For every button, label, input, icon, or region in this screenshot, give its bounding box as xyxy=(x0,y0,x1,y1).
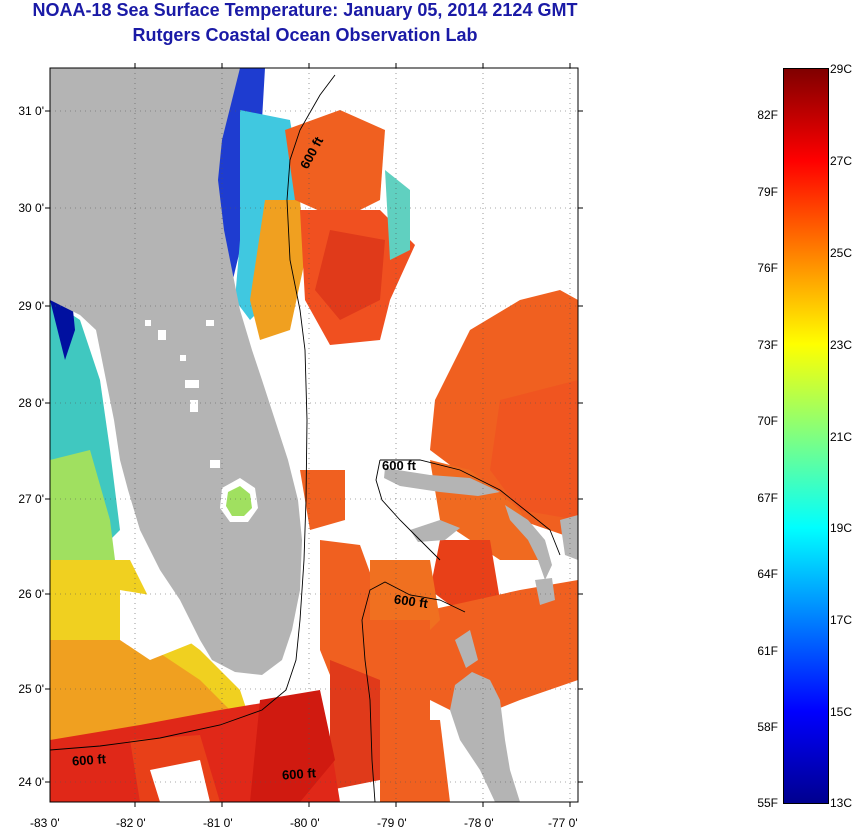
colorbar-fahrenheit-label: 55F xyxy=(757,796,778,810)
map-frame xyxy=(49,67,579,803)
lat-tick-label: 28 0' xyxy=(18,396,44,410)
colorbar-celsius-label: 15C xyxy=(830,705,853,719)
land xyxy=(50,68,578,802)
lat-tick-label: 30 0' xyxy=(18,201,44,215)
map-subtitle: Rutgers Coastal Ocean Observation Lab xyxy=(132,25,478,45)
sst-field xyxy=(50,68,578,802)
lon-tick-label: -79 0' xyxy=(377,816,407,830)
graticule xyxy=(50,68,578,802)
colorbar-fahrenheit-label: 73F xyxy=(757,338,778,352)
map-content: 600 ft 600 ft 600 ft 600 ft 600 ft xyxy=(50,68,578,802)
colorbar-celsius-label: 13C xyxy=(830,796,853,810)
colorbar-celsius-label: 19C xyxy=(830,521,853,535)
colorbar-celsius-label: 29C xyxy=(830,62,853,76)
lon-tick-label: -82 0' xyxy=(116,816,146,830)
colorbar-fahrenheit-label: 82F xyxy=(757,108,778,122)
colorbar-celsius-label: 25C xyxy=(830,246,853,260)
contour-label: 600 ft xyxy=(281,765,317,782)
colorbar-fahrenheit-label: 79F xyxy=(757,185,778,199)
colorbar-fahrenheit-label: 70F xyxy=(757,414,778,428)
contour-label: 600 ft xyxy=(393,591,429,611)
lon-tick-label: -83 0' xyxy=(30,816,60,830)
lat-tick-label: 26 0' xyxy=(18,587,44,601)
colorbar-celsius-label: 21C xyxy=(830,430,853,444)
lat-tick-label: 24 0' xyxy=(18,775,44,789)
sst-map: 600 ft 600 ft 600 ft 600 ft 600 ft xyxy=(45,63,583,807)
lon-tick-label: -81 0' xyxy=(203,816,233,830)
colorbar-fahrenheit-label: 61F xyxy=(757,644,778,658)
lon-tick-label: -80 0' xyxy=(290,816,320,830)
contour-label: 600 ft xyxy=(71,751,107,768)
colorbar-celsius-label: 27C xyxy=(830,154,853,168)
colorbar-fahrenheit-label: 58F xyxy=(757,720,778,734)
colorbar-celsius-label: 17C xyxy=(830,613,853,627)
isobath-contours xyxy=(50,74,561,802)
lat-tick-label: 31 0' xyxy=(18,104,44,118)
axis-ticks xyxy=(45,63,583,807)
map-title: NOAA-18 Sea Surface Temperature: January… xyxy=(32,0,578,20)
colorbar-fahrenheit-label: 76F xyxy=(757,261,778,275)
colorbar-fahrenheit-label: 64F xyxy=(757,567,778,581)
temperature-colorbar xyxy=(783,68,829,804)
colorbar-celsius-label: 23C xyxy=(830,338,853,352)
lat-tick-label: 29 0' xyxy=(18,299,44,313)
lon-tick-label: -77 0' xyxy=(548,816,578,830)
lon-tick-label: -78 0' xyxy=(464,816,494,830)
lat-tick-label: 25 0' xyxy=(18,682,44,696)
lat-tick-label: 27 0' xyxy=(18,492,44,506)
contour-label: 600 ft xyxy=(382,458,417,473)
cloud-specks xyxy=(145,320,220,468)
colorbar-fahrenheit-label: 67F xyxy=(757,491,778,505)
